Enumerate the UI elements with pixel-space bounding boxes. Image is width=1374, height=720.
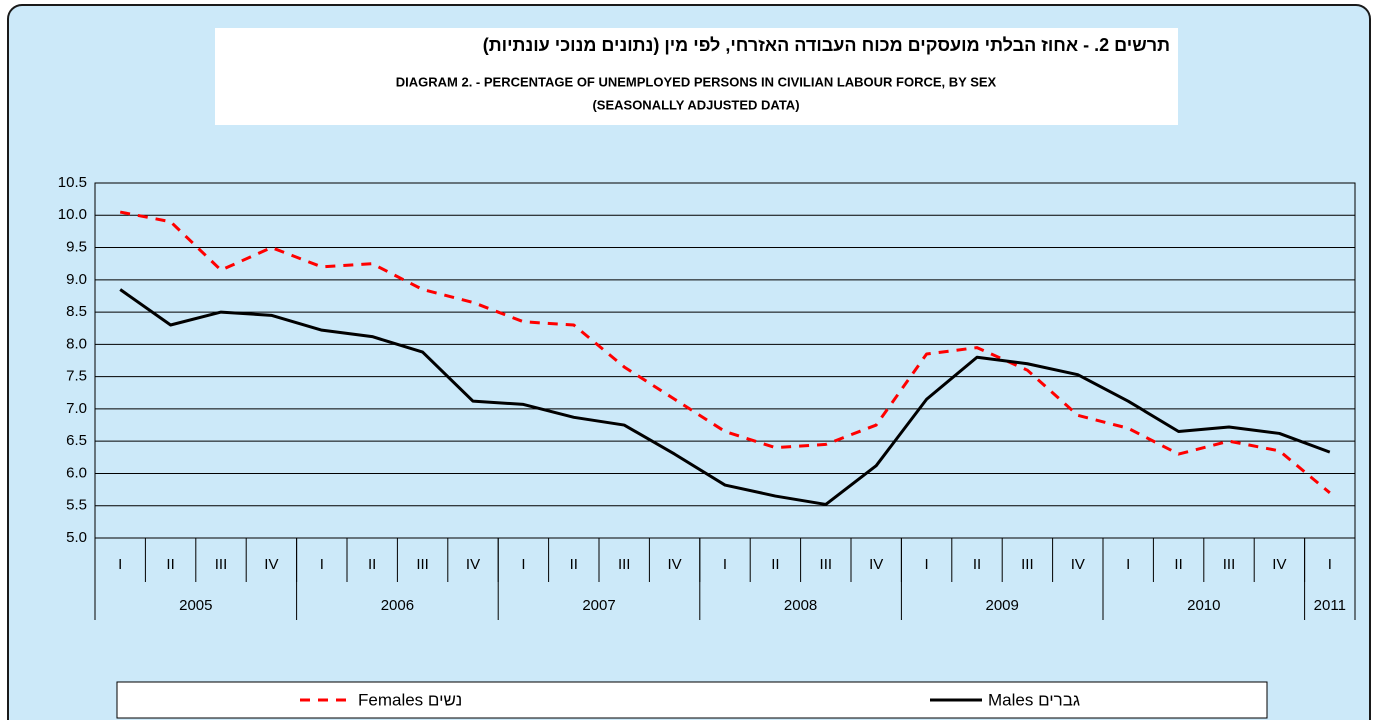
x-tick-label: IV (264, 556, 278, 573)
chart-title: תרשים 2. - אחוז הבלתי מועסקים מכוח העבוד… (483, 35, 1170, 55)
x-tick-label: I (723, 556, 727, 573)
y-tick-label: 7.5 (66, 368, 87, 385)
y-tick-label: 9.0 (66, 271, 87, 288)
background (7, 4, 1371, 720)
x-tick-label: II (570, 556, 578, 573)
x-tick-label: I (1328, 556, 1332, 573)
x-tick-label: I (1126, 556, 1130, 573)
legend-label: Males גברים (988, 690, 1080, 709)
x-tick-label: II (771, 556, 779, 573)
legend (116, 681, 1268, 719)
data-line (119, 288, 1331, 506)
chart-subtitle: DIAGRAM 2. - PERCENTAGE OF UNEMPLOYED PE… (396, 74, 997, 89)
y-tick-label: 10.5 (58, 174, 87, 191)
x-tick-label: I (925, 556, 929, 573)
x-tick-label: IV (668, 556, 682, 573)
y-tick-label: 10.0 (58, 206, 87, 223)
y-tick-label: 6.0 (66, 464, 87, 481)
x-tick-label: IV (1071, 556, 1085, 573)
y-tick-label: 8.0 (66, 335, 87, 352)
year-label: 2011 (1314, 597, 1346, 614)
x-tick-label: IV (1272, 556, 1286, 573)
year-label: 2007 (582, 597, 615, 614)
y-tick-label: 6.5 (66, 432, 87, 449)
y-tick-label: 5.0 (66, 529, 87, 546)
x-tick-label: III (416, 556, 429, 573)
x-tick-label: I (118, 556, 122, 573)
x-tick-label: III (1223, 556, 1236, 573)
x-tick-label: III (820, 556, 833, 573)
year-label: 2008 (784, 597, 817, 614)
x-tick-label: III (1021, 556, 1034, 573)
chart-subtitle: (SEASONALLY ADJUSTED DATA) (592, 97, 799, 112)
y-tick-label: 8.5 (66, 303, 87, 320)
title-box (215, 28, 1178, 125)
x-tick-label: IV (869, 556, 883, 573)
year-label: 2009 (986, 597, 1019, 614)
y-tick-label: 5.5 (66, 497, 87, 514)
year-label: 2010 (1187, 597, 1220, 614)
x-tick-label: II (1174, 556, 1182, 573)
x-tick-label: I (320, 556, 324, 573)
y-tick-label: 7.0 (66, 400, 87, 417)
legend-label: Females נשים (358, 690, 462, 709)
y-tick-label: 9.5 (66, 239, 87, 256)
x-tick-label: I (521, 556, 525, 573)
x-tick-label: II (166, 556, 174, 573)
year-label: 2006 (381, 597, 414, 614)
year-label: 2005 (179, 597, 212, 614)
x-tick-label: IV (466, 556, 480, 573)
x-tick-label: III (215, 556, 228, 573)
x-tick-label: II (368, 556, 376, 573)
x-tick-label: III (618, 556, 631, 573)
x-tick-label: II (973, 556, 981, 573)
